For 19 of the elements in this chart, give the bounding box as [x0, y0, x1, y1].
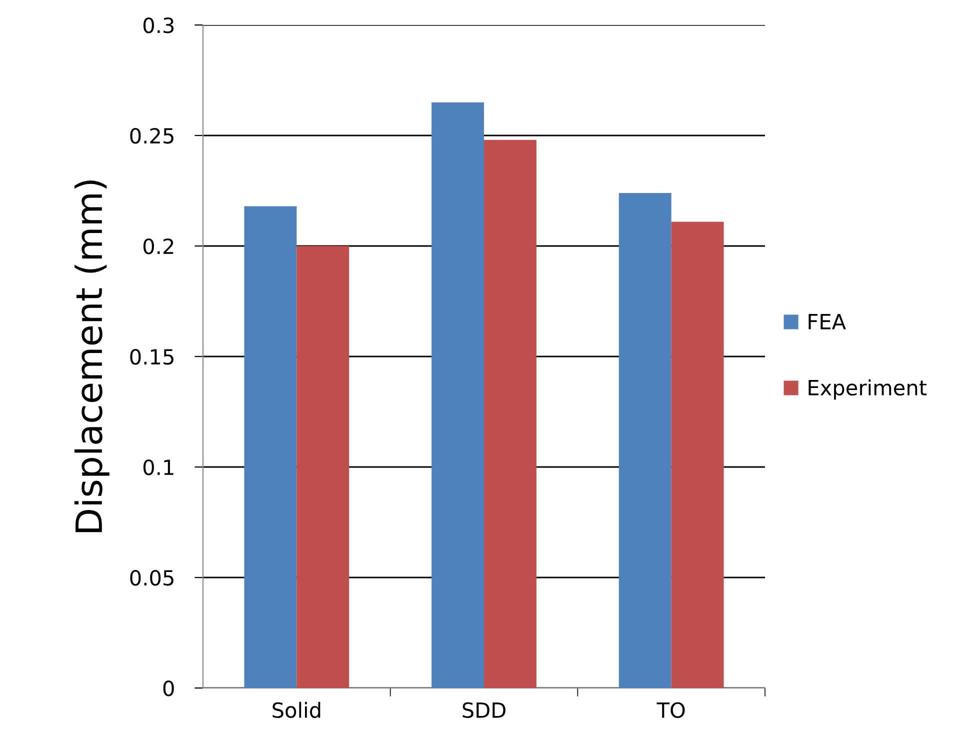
y-axis-title: Displacement (mm) [74, 180, 110, 532]
y-tick-label: 0.2 [143, 238, 174, 254]
bar [671, 222, 724, 688]
y-tick-label: 0.25 [130, 128, 174, 144]
legend-label: Experiment [808, 379, 927, 400]
bar [432, 102, 484, 688]
bar [484, 140, 536, 688]
legend-label: FEA [808, 314, 846, 330]
y-tick-label: 0.15 [130, 348, 174, 365]
y-tick-label: 0.3 [143, 17, 174, 34]
bar [296, 246, 350, 688]
y-tick-label: 0.1 [143, 459, 174, 476]
y-tick-label: 0.05 [130, 570, 174, 586]
bar [618, 192, 672, 688]
y-tick-label: 0 [163, 680, 174, 696]
x-tick-label: SDD [462, 702, 506, 718]
bar [244, 206, 297, 688]
x-tick-label: TO [656, 702, 685, 718]
x-tick-label: Solid [272, 702, 320, 718]
